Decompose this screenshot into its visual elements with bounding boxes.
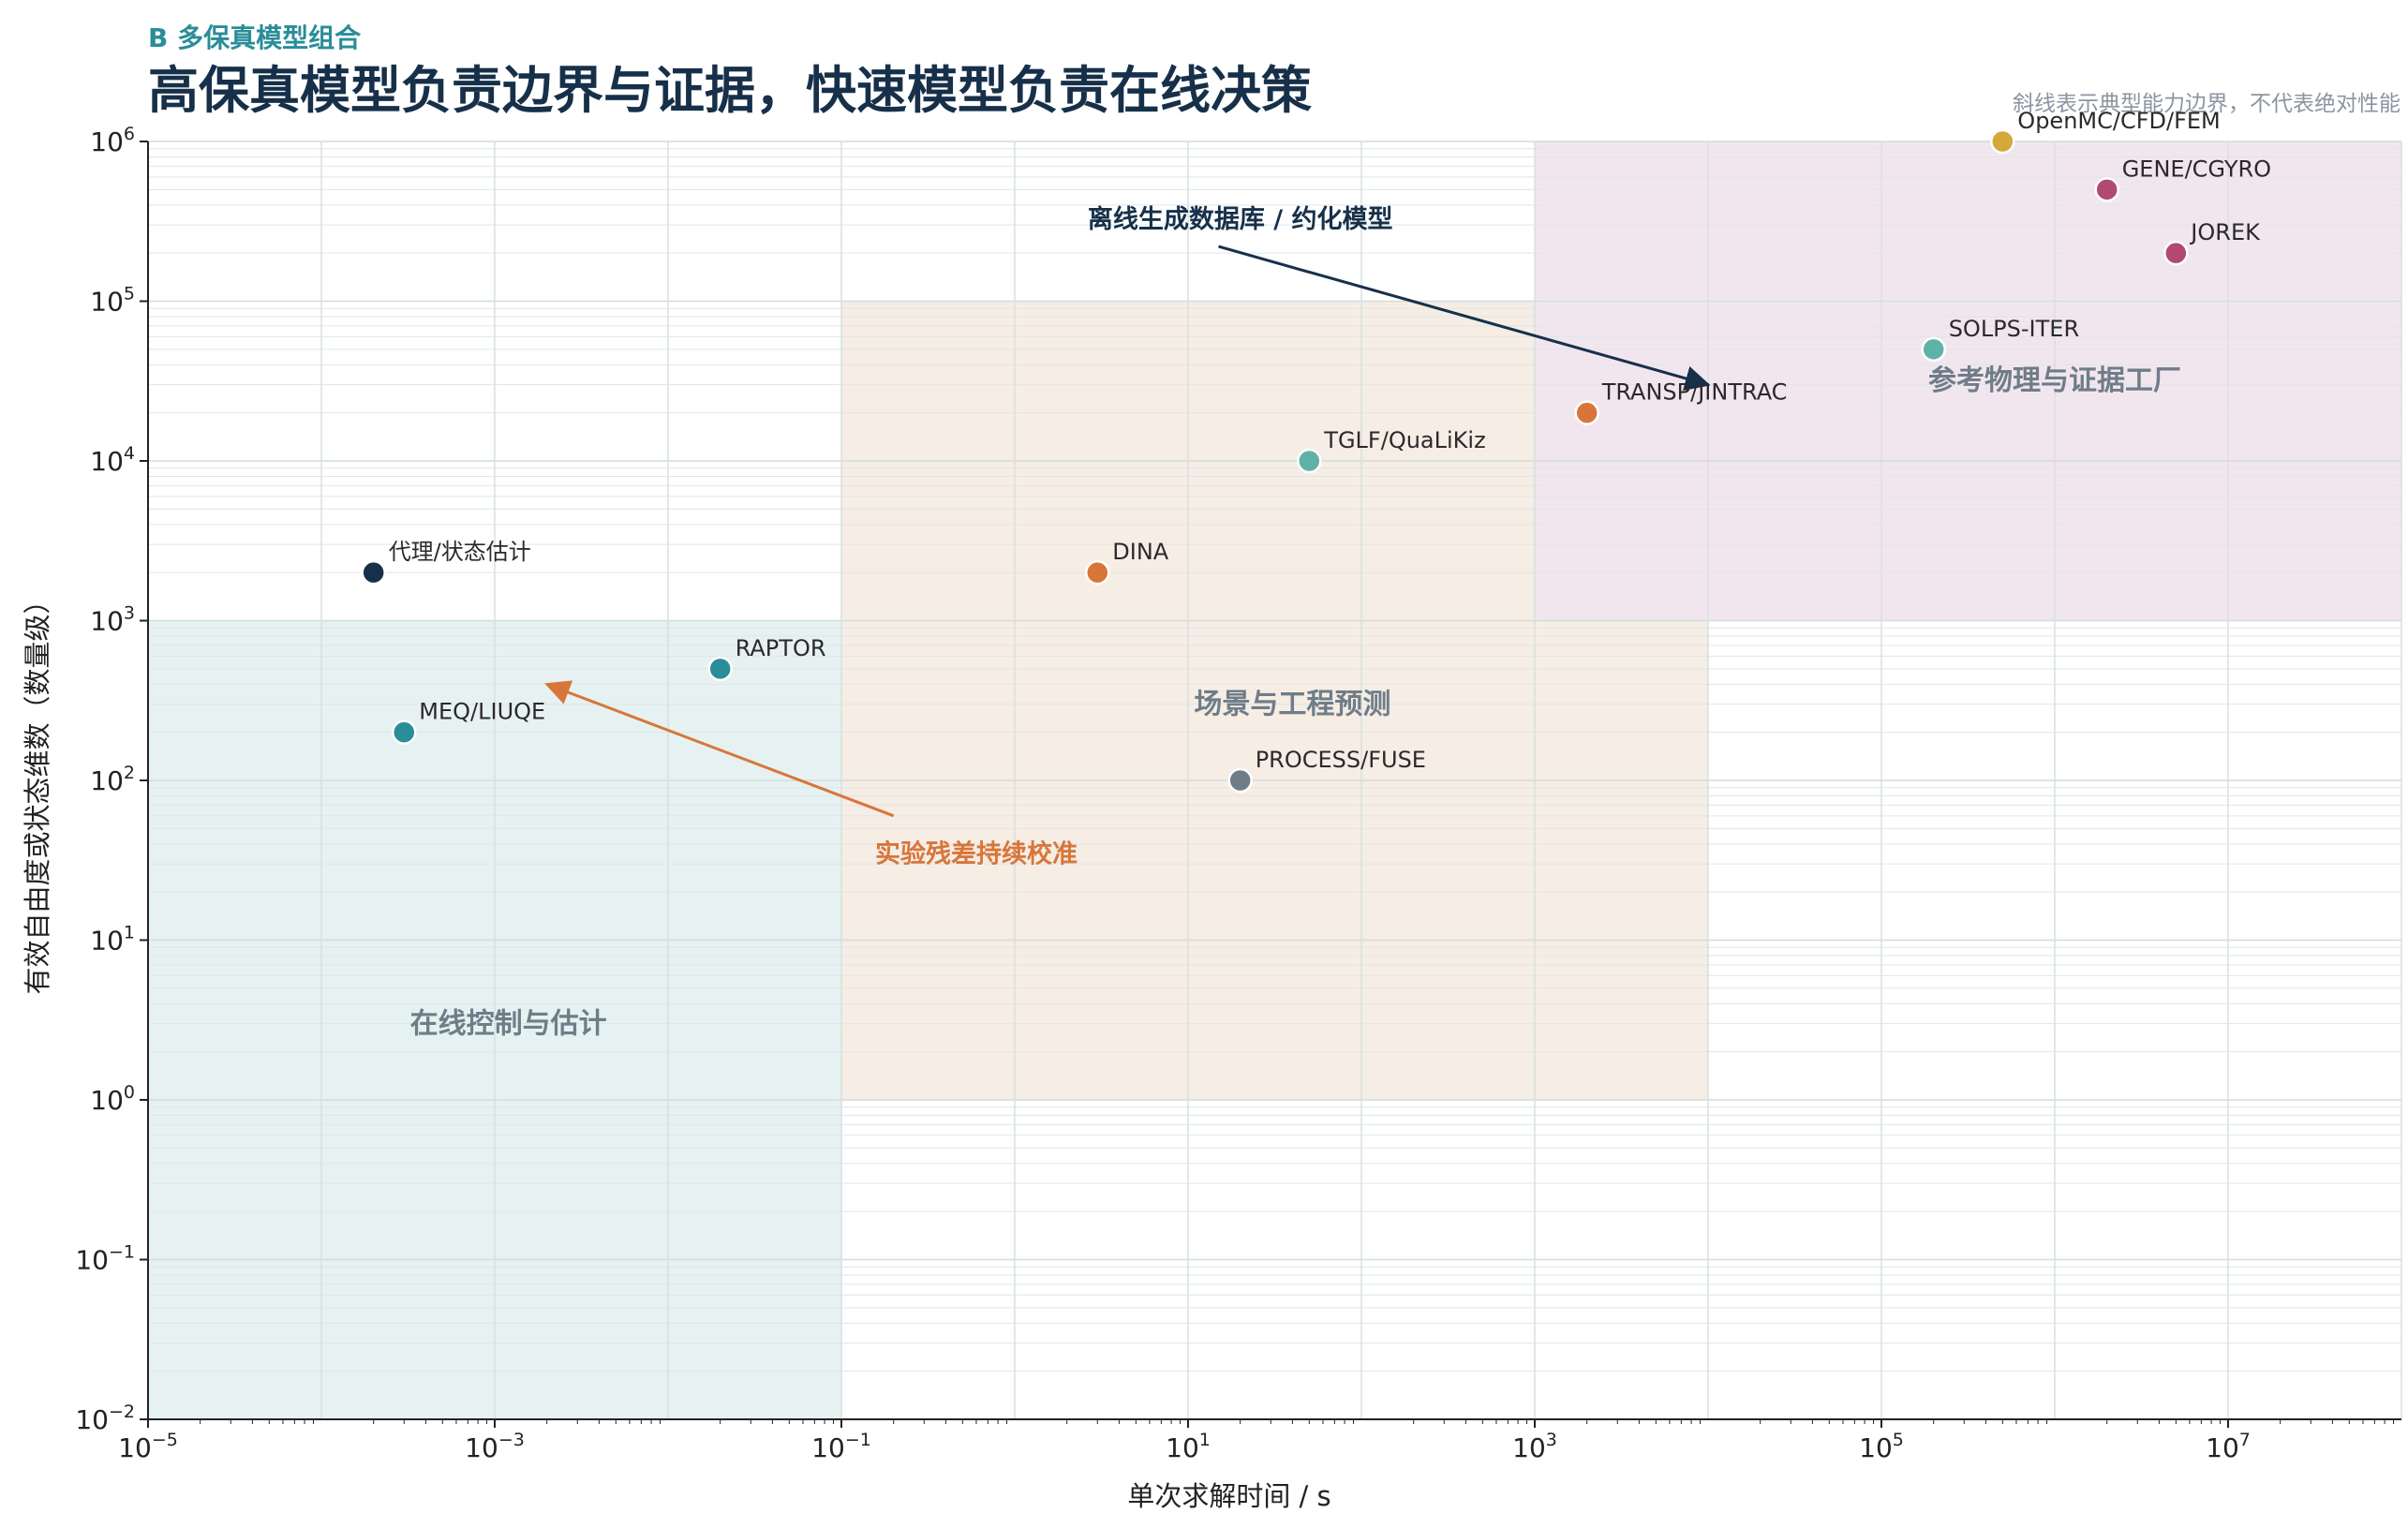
y-tick-label: 10−1	[75, 1242, 135, 1276]
annotation-text-2: 实验残差持续校准	[875, 839, 1078, 869]
x-tick-label: 107	[2206, 1430, 2251, 1463]
point-label-openmc-cfd-fem: OpenMC/CFD/FEM	[2017, 108, 2220, 134]
region-label-1: 在线控制与估计	[410, 1008, 607, 1041]
point-raptor	[707, 656, 733, 682]
x-ticks: 10−5 10−3 10−1 101 103 105 107	[118, 1419, 2395, 1463]
point-label-gene-cgyro: GENE/CGYRO	[2122, 156, 2271, 182]
point-solps-iter	[1921, 336, 1946, 363]
annotation-arrow-2	[544, 680, 895, 818]
point-label-raptor: RAPTOR	[736, 635, 826, 661]
x-tick-label: 103	[1512, 1430, 1557, 1463]
point-label-jorek: JOREK	[2189, 219, 2261, 245]
point-tglf-qualikiz	[1297, 448, 1322, 474]
y-tick-label: 103	[90, 603, 135, 637]
x-tick-label: 101	[1166, 1430, 1211, 1463]
y-tick-label: 102	[90, 763, 135, 796]
point-label-transp-jintrac: TRANSP/JINTRAC	[1601, 379, 1788, 406]
annotation-arrow-1	[1218, 245, 1711, 392]
region-labels: 在线控制与估计 场景与工程预测 参考物理与证据工厂	[410, 364, 2181, 1041]
y-tick-label: 10−2	[75, 1402, 135, 1435]
x-tick-label: 10−5	[118, 1430, 178, 1463]
point-meq-liuqe	[392, 719, 417, 745]
x-tick-label: 10−3	[465, 1430, 525, 1463]
x-axis-label: 单次求解时间 / s	[1127, 1480, 1330, 1512]
y-tick-label: 105	[90, 284, 135, 318]
point-label-dina: DINA	[1112, 539, 1169, 565]
data-points: 代理/状态估计 MEQ/LIUQE RAPTOR DINA PROCESS/FUSE TG…	[361, 108, 2271, 794]
point-label-process-fuse: PROCESS/FUSE	[1256, 747, 1426, 773]
point-dina	[1085, 559, 1110, 586]
point-gene-cgyro	[2094, 177, 2119, 202]
y-tick-label: 101	[90, 923, 135, 957]
region-label-3: 参考物理与证据工厂	[1928, 364, 2181, 397]
y-tick-label: 104	[90, 443, 135, 477]
point-label-solps-iter: SOLPS-ITER	[1949, 316, 2079, 342]
region-label-2: 场景与工程预测	[1194, 689, 1390, 721]
panel-label: B 多保真模型组合	[148, 22, 362, 53]
y-tick-label: 100	[90, 1082, 135, 1116]
point-transp-jintrac	[1574, 400, 1599, 425]
x-tick-label: 10−1	[811, 1430, 871, 1463]
point-item	[361, 559, 386, 586]
region-3	[1535, 141, 2401, 621]
y-ticks: 10−2 10−1 100 101 102 103 104 105 106	[75, 124, 148, 1435]
point-label-meq-liuqe: MEQ/LIUQE	[419, 699, 545, 725]
chart-title: 高保真模型负责边界与证据，快速模型负责在线决策	[148, 61, 1312, 120]
y-axis-label: 有效自由度或状态维数（数量级）	[22, 586, 53, 994]
point-label-tglf-qualikiz: TGLF/QuaLiKiz	[1323, 427, 1485, 453]
x-tick-label: 105	[1859, 1430, 1904, 1463]
point-process-fuse	[1227, 767, 1253, 794]
y-tick-label: 106	[90, 124, 135, 157]
point-label-item: 代理/状态估计	[389, 539, 531, 565]
point-openmc-cfd-fem	[1990, 128, 2015, 155]
point-jorek	[2163, 240, 2189, 266]
chart-note: 斜线表示典型能力边界，不代表绝对性能	[2013, 92, 2401, 116]
annotation-text-1: 离线生成数据库 / 约化模型	[1088, 204, 1393, 234]
